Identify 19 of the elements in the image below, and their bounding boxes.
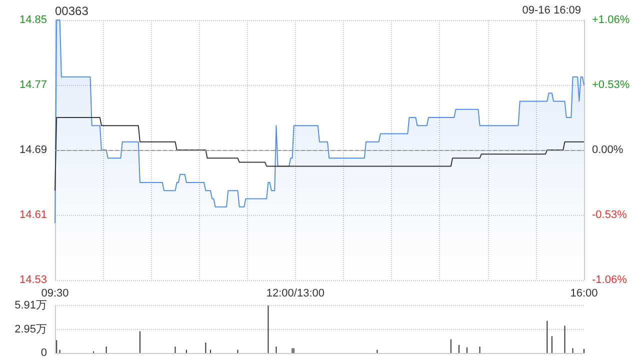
x-tick-label: 12:00/13:00 xyxy=(266,288,325,300)
x-tick-label: 09:30 xyxy=(41,288,69,300)
y2-tick-label: -0.53% xyxy=(592,209,628,221)
y-tick-label: 14.61 xyxy=(19,209,47,221)
y-tick-label: 14.77 xyxy=(19,79,47,91)
chart-subtitle: 09-16 16:09 xyxy=(522,4,581,16)
chart-title: 00363 xyxy=(55,4,89,18)
y2-tick-label: +1.06% xyxy=(592,14,630,26)
y2-tick-label: -1.06% xyxy=(592,274,628,286)
y-tick-label: 5.91万 xyxy=(14,300,47,312)
x-tick-label: 16:00 xyxy=(570,288,598,300)
y2-tick-label: 0.00% xyxy=(592,144,624,156)
y-tick-label: 14.53 xyxy=(19,274,47,286)
y-tick-label: 14.85 xyxy=(19,14,47,26)
y-tick-label: 0 xyxy=(40,347,47,359)
y2-tick-label: +0.53% xyxy=(592,79,630,91)
line-series xyxy=(54,117,584,192)
y-tick-label: 2.95万 xyxy=(14,323,47,336)
y-tick-label: 14.69 xyxy=(19,144,47,156)
